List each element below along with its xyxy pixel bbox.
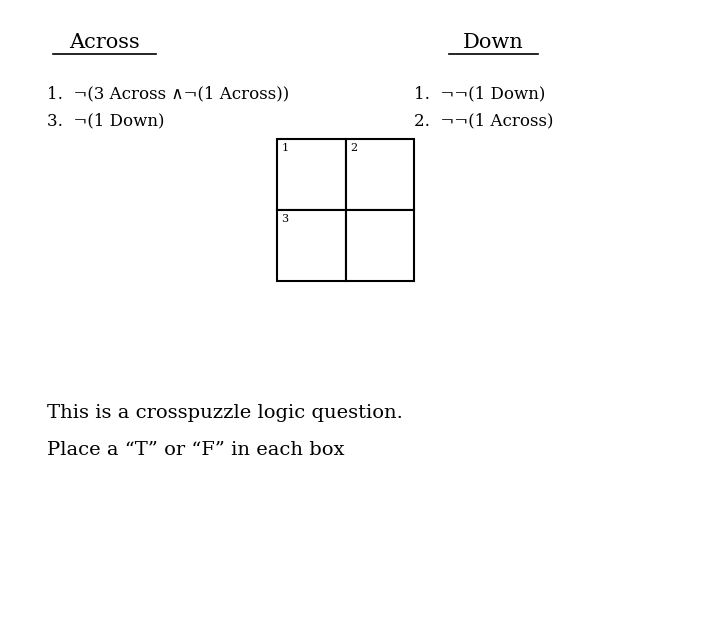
Text: This is a crosspuzzle logic question.: This is a crosspuzzle logic question. — [47, 404, 402, 422]
Text: 2: 2 — [350, 143, 357, 153]
Text: 3.  ¬(1 Down): 3. ¬(1 Down) — [47, 112, 164, 130]
Text: 3: 3 — [282, 214, 289, 224]
Text: 1.  ¬(3 Across ∧¬(1 Across)): 1. ¬(3 Across ∧¬(1 Across)) — [47, 85, 289, 102]
Text: Down: Down — [463, 33, 523, 52]
Bar — [277, 210, 346, 281]
Bar — [346, 210, 414, 281]
Bar — [346, 139, 414, 210]
Text: Place a “T” or “F” in each box: Place a “T” or “F” in each box — [47, 441, 344, 459]
Text: 1: 1 — [282, 143, 289, 153]
Text: 2.  ¬¬(1 Across): 2. ¬¬(1 Across) — [414, 112, 554, 130]
Text: 1.  ¬¬(1 Down): 1. ¬¬(1 Down) — [414, 85, 545, 102]
Bar — [277, 139, 346, 210]
Text: Across: Across — [69, 33, 140, 52]
